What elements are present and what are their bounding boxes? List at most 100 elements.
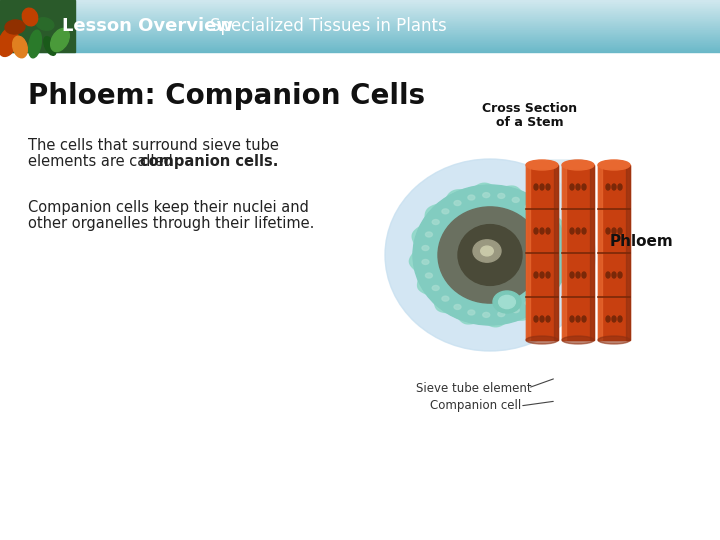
Ellipse shape (512, 198, 519, 202)
Ellipse shape (512, 308, 519, 313)
Bar (0, 0, 720, 1)
Ellipse shape (570, 184, 574, 190)
Bar (0, 5, 720, 6)
Ellipse shape (481, 246, 493, 256)
Ellipse shape (576, 316, 580, 322)
Ellipse shape (544, 226, 552, 231)
Text: elements are called: elements are called (28, 154, 177, 169)
Polygon shape (410, 183, 571, 327)
Ellipse shape (415, 187, 565, 323)
Bar (0, 30, 720, 31)
Bar (0, 44, 720, 45)
Ellipse shape (22, 8, 37, 26)
Ellipse shape (454, 305, 461, 309)
Text: Phloem: Companion Cells: Phloem: Companion Cells (28, 82, 425, 110)
Ellipse shape (546, 228, 550, 234)
Bar (0, 19, 720, 20)
Text: Phloem: Phloem (610, 234, 674, 249)
Ellipse shape (432, 286, 439, 291)
Ellipse shape (5, 20, 25, 34)
Ellipse shape (468, 195, 475, 200)
Ellipse shape (540, 184, 544, 190)
Text: other organelles through their lifetime.: other organelles through their lifetime. (28, 216, 315, 231)
Ellipse shape (468, 310, 475, 315)
Ellipse shape (526, 301, 532, 306)
Ellipse shape (606, 228, 610, 234)
Bar (0, 7, 720, 8)
Ellipse shape (413, 185, 567, 325)
Ellipse shape (612, 272, 616, 278)
Ellipse shape (546, 184, 550, 190)
Ellipse shape (13, 36, 27, 58)
Ellipse shape (454, 200, 461, 206)
Bar (0, 12, 720, 13)
Bar (0, 15, 720, 16)
Bar (0, 10, 720, 11)
Bar (0, 41, 720, 42)
Ellipse shape (606, 184, 610, 190)
Ellipse shape (422, 246, 429, 251)
Ellipse shape (570, 316, 574, 322)
Ellipse shape (612, 184, 616, 190)
Text: companion cells.: companion cells. (140, 154, 279, 169)
Ellipse shape (612, 228, 616, 234)
Ellipse shape (544, 279, 552, 285)
Bar (0, 14, 720, 15)
Bar (598, 165, 630, 340)
Bar (598, 165, 602, 340)
Ellipse shape (552, 253, 559, 258)
Bar (0, 16, 720, 17)
Text: Cross Section: Cross Section (482, 102, 577, 115)
Bar (0, 3, 720, 4)
Bar (590, 165, 594, 340)
Ellipse shape (540, 316, 544, 322)
Ellipse shape (562, 336, 594, 344)
Bar (0, 35, 720, 36)
Ellipse shape (552, 253, 559, 258)
Ellipse shape (582, 272, 586, 278)
Ellipse shape (385, 159, 595, 351)
Ellipse shape (562, 160, 594, 170)
Bar (0, 21, 720, 22)
Bar (0, 18, 720, 19)
Bar (0, 46, 720, 47)
Ellipse shape (598, 336, 630, 344)
Ellipse shape (458, 225, 522, 286)
Text: Companion cells keep their nuclei and: Companion cells keep their nuclei and (28, 200, 309, 215)
Polygon shape (505, 160, 583, 318)
Ellipse shape (534, 184, 538, 190)
Bar (526, 165, 558, 340)
Bar (0, 1, 720, 2)
Ellipse shape (598, 160, 630, 170)
Ellipse shape (582, 316, 586, 322)
Bar (0, 33, 720, 34)
Bar (562, 165, 566, 340)
Bar (0, 26, 720, 28)
Ellipse shape (534, 316, 538, 322)
Ellipse shape (426, 273, 433, 278)
Text: Companion cell: Companion cell (430, 400, 521, 413)
Ellipse shape (582, 184, 586, 190)
Ellipse shape (536, 291, 544, 296)
Bar (626, 165, 630, 340)
Ellipse shape (493, 291, 521, 313)
Ellipse shape (546, 316, 550, 322)
Ellipse shape (540, 272, 544, 278)
Bar (0, 4, 720, 5)
Bar (0, 22, 720, 23)
Text: Lesson Overview: Lesson Overview (62, 17, 233, 35)
Ellipse shape (442, 296, 449, 301)
Ellipse shape (550, 266, 557, 271)
Ellipse shape (570, 228, 574, 234)
Bar (526, 165, 530, 340)
Bar (0, 23, 720, 24)
Ellipse shape (44, 37, 56, 55)
Text: Sieve tube element: Sieve tube element (416, 381, 531, 395)
Ellipse shape (540, 228, 544, 234)
Bar (562, 165, 594, 340)
Bar (0, 37, 720, 38)
Ellipse shape (534, 228, 538, 234)
Bar (0, 40, 720, 41)
Ellipse shape (618, 228, 622, 234)
Bar (0, 20, 720, 21)
